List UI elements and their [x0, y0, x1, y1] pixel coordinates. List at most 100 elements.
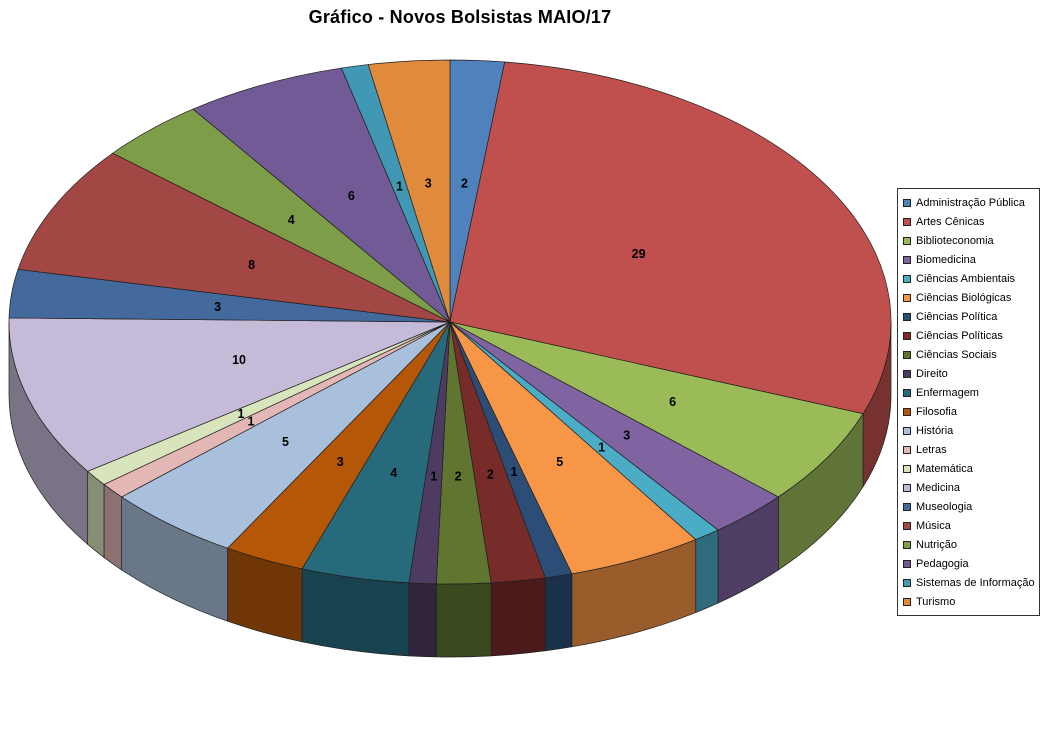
legend-label: Filosofia — [916, 405, 957, 418]
slice-value-label: 1 — [511, 465, 518, 479]
pie-slice-side — [103, 483, 123, 571]
pie-slice — [192, 67, 451, 323]
legend-swatch — [903, 274, 911, 283]
legend-swatch — [903, 521, 911, 530]
slice-value-label: 3 — [425, 177, 432, 191]
pie-slice — [17, 152, 451, 323]
legend-item: Administração Pública — [900, 193, 1037, 212]
slice-value-label: 4 — [288, 213, 295, 227]
slice-value-label: 1 — [237, 407, 244, 421]
legend-item: Pedagogia — [900, 554, 1037, 573]
legend-swatch — [903, 331, 911, 340]
legend-item: Medicina — [900, 478, 1037, 497]
pie-slice — [449, 321, 864, 498]
legend-item: Museologia — [900, 497, 1037, 516]
legend-item: Ciências Políticas — [900, 326, 1037, 345]
pie-slice-side — [695, 529, 719, 614]
legend-label: Ciências Biológicas — [916, 291, 1012, 304]
legend-item: Turismo — [900, 592, 1037, 611]
legend-label: Pedagogia — [916, 557, 969, 570]
legend-item: Ciências Ambientais — [900, 269, 1037, 288]
legend-swatch — [903, 597, 911, 606]
slice-value-label: 1 — [247, 415, 254, 429]
legend-label: Biomedicina — [916, 253, 976, 266]
legend-label: Ciências Política — [916, 310, 998, 323]
legend-item: Ciências Sociais — [900, 345, 1037, 364]
legend-swatch — [903, 293, 911, 302]
chart-title: Gráfico - Novos Bolsistas MAIO/17 — [308, 7, 612, 27]
legend-swatch — [903, 502, 911, 511]
legend-label: Medicina — [916, 481, 961, 494]
slice-value-label: 5 — [282, 435, 289, 449]
pie-slice — [8, 317, 451, 472]
legend-item: Sistemas de Informação — [900, 573, 1037, 592]
legend-item: Matemática — [900, 459, 1037, 478]
legend-swatch — [903, 350, 911, 359]
pie-slice — [449, 61, 892, 415]
slice-value-label: 3 — [623, 428, 630, 442]
legend-swatch — [903, 388, 911, 397]
legend-item: Música — [900, 516, 1037, 535]
legend-swatch — [903, 217, 911, 226]
legend-label: Turismo — [916, 595, 956, 608]
legend-label: Biblioteconomia — [916, 234, 994, 247]
legend-item: Ciências Política — [900, 307, 1037, 326]
slice-value-label: 3 — [337, 455, 344, 469]
slice-value-label: 5 — [556, 455, 563, 469]
pie-slice-side — [87, 470, 105, 559]
slice-value-label: 29 — [632, 247, 646, 261]
slice-value-label: 8 — [248, 258, 255, 272]
pie-slice-side — [490, 577, 546, 657]
legend-item: Letras — [900, 440, 1037, 459]
legend-label: Artes Cênicas — [916, 215, 985, 228]
legend-swatch — [903, 445, 911, 454]
legend-item: Enfermagem — [900, 383, 1037, 402]
legend-label: Museologia — [916, 500, 973, 513]
slice-value-label: 3 — [214, 300, 221, 314]
legend-item: Filosofia — [900, 402, 1037, 421]
legend-swatch — [903, 407, 911, 416]
legend-label: Ciências Sociais — [916, 348, 997, 361]
pie-slice-side — [408, 582, 437, 658]
slice-value-label: 1 — [430, 469, 437, 483]
legend-item: Direito — [900, 364, 1037, 383]
legend-swatch — [903, 236, 911, 245]
legend-item: Artes Cênicas — [900, 212, 1037, 231]
slice-value-label: 10 — [232, 353, 246, 367]
legend-swatch — [903, 312, 911, 321]
slice-value-label: 2 — [455, 470, 462, 484]
legend-item: Biblioteconomia — [900, 231, 1037, 250]
slice-value-label: 2 — [487, 468, 494, 482]
legend-swatch — [903, 464, 911, 473]
legend-swatch — [903, 578, 911, 587]
pie-slice — [367, 59, 451, 323]
legend-label: Matemática — [916, 462, 973, 475]
legend: Administração Pública Artes Cênicas Biblio… — [897, 188, 1040, 616]
legend-item: História — [900, 421, 1037, 440]
legend-swatch — [903, 559, 911, 568]
legend-label: Ciências Políticas — [916, 329, 1003, 342]
legend-label: Música — [916, 519, 951, 532]
legend-swatch — [903, 369, 911, 378]
slice-value-label: 6 — [348, 189, 355, 203]
legend-label: Ciências Ambientais — [916, 272, 1016, 285]
slice-value-label: 4 — [390, 466, 397, 480]
slice-value-label: 1 — [598, 441, 605, 455]
pie-slice-side — [544, 573, 573, 652]
slice-value-label: 1 — [396, 179, 403, 193]
legend-label: Administração Pública — [916, 196, 1025, 209]
legend-label: Letras — [916, 443, 947, 456]
legend-swatch — [903, 540, 911, 549]
legend-swatch — [903, 255, 911, 264]
legend-swatch — [903, 198, 911, 207]
legend-item: Nutrição — [900, 535, 1037, 554]
legend-label: Nutrição — [916, 538, 957, 551]
legend-label: Direito — [916, 367, 948, 380]
slice-value-label: 2 — [461, 176, 468, 190]
legend-item: Biomedicina — [900, 250, 1037, 269]
pie-slice-side — [435, 582, 492, 658]
legend-label: Sistemas de Informação — [916, 576, 1035, 589]
legend-label: História — [916, 424, 954, 437]
legend-swatch — [903, 426, 911, 435]
